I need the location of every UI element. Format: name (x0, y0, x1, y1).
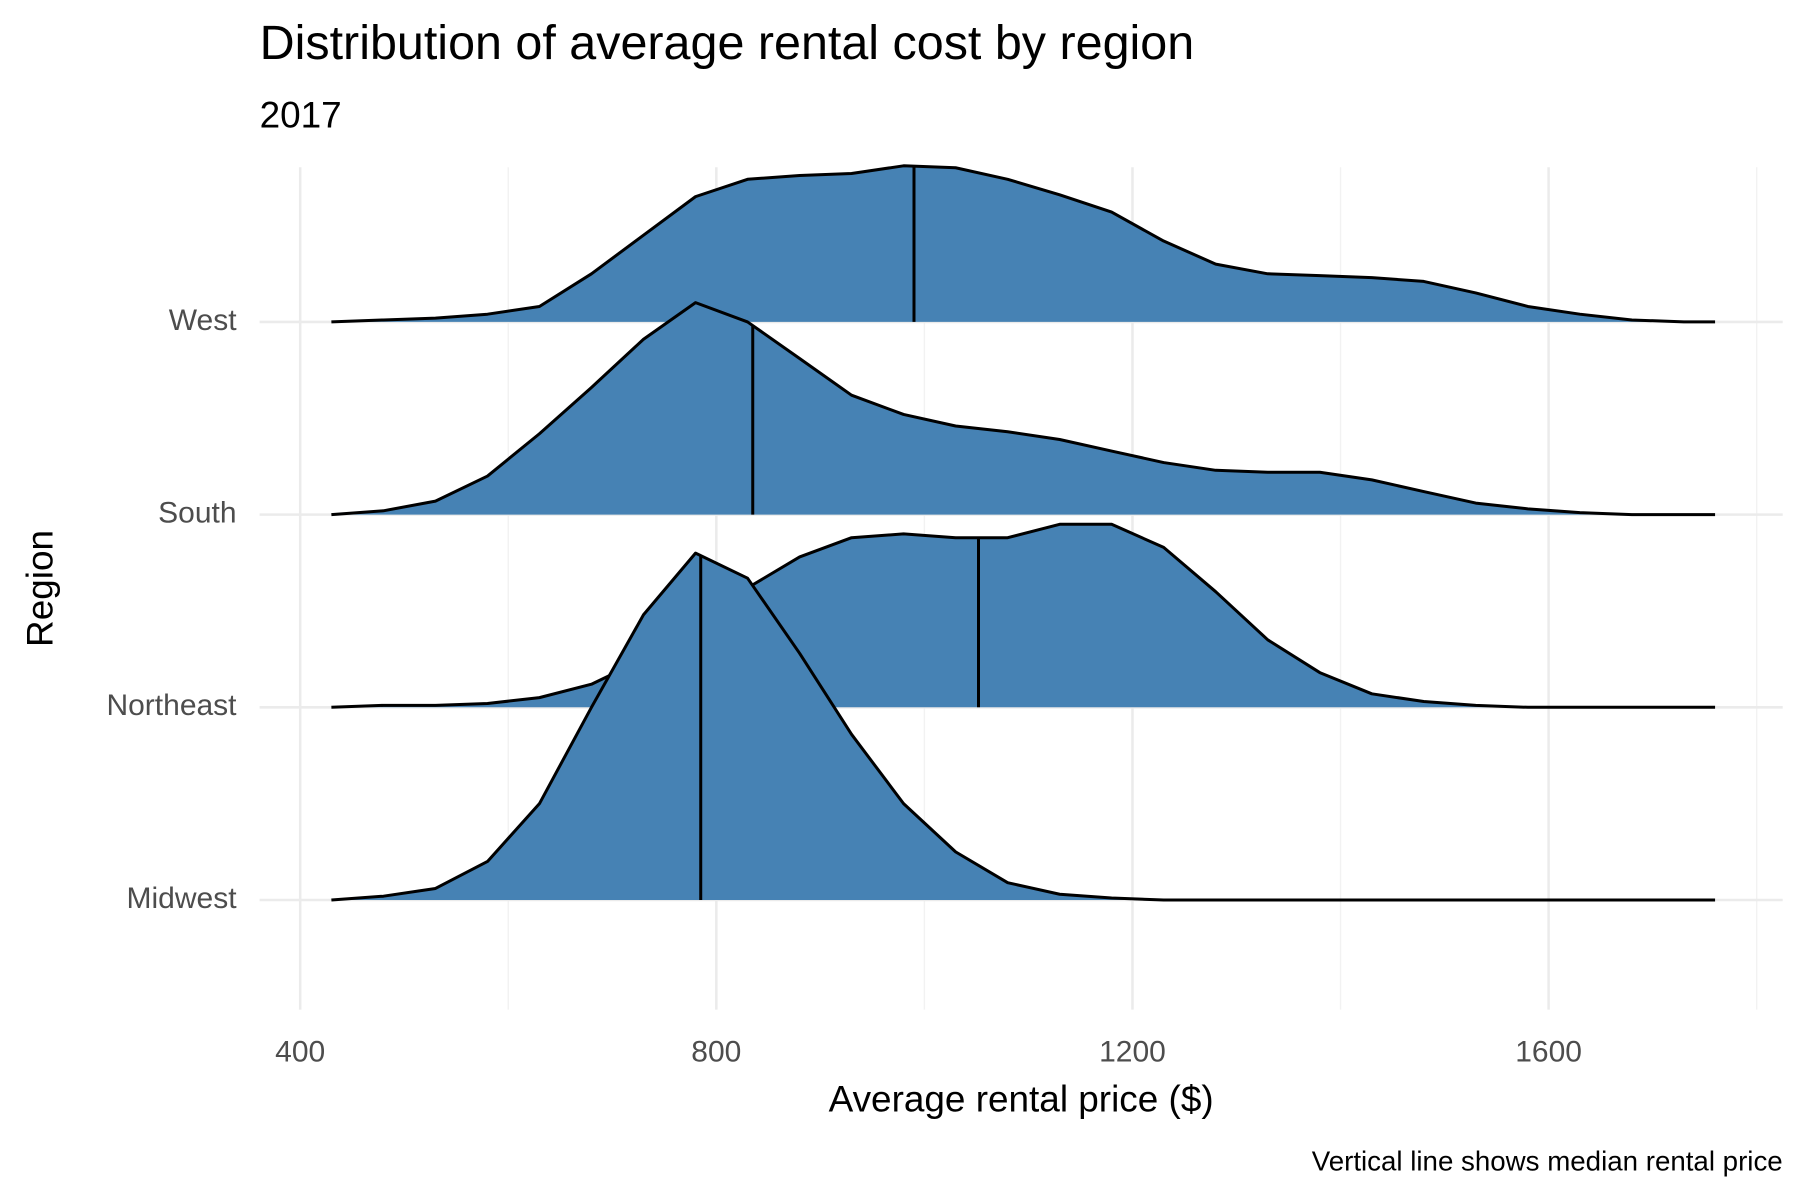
ridge-line (331, 551, 1716, 902)
ridges (331, 164, 1716, 902)
x-tick-label: 1600 (1515, 1035, 1582, 1068)
y-tick-label: Northeast (106, 689, 237, 722)
x-tick-label: 1200 (1099, 1035, 1166, 1068)
ridge-fill (331, 165, 1716, 322)
y-tick-label: West (169, 304, 237, 337)
ridge-fill (331, 553, 1716, 900)
ridge-line (331, 301, 1716, 517)
ridge-fill (331, 524, 1716, 708)
ridge-fill (331, 302, 1716, 515)
caption: Vertical line shows median rental price (1312, 1145, 1783, 1176)
ridge-line (331, 522, 1716, 709)
x-axis-title: Average rental price ($) (829, 1079, 1214, 1120)
x-tick-label: 800 (691, 1035, 741, 1068)
y-axis-title: Region (19, 530, 60, 647)
chart-subtitle: 2017 (260, 94, 342, 135)
chart-title: Distribution of average rental cost by r… (260, 16, 1195, 70)
y-tick-label: South (158, 497, 236, 530)
ridge-line (331, 164, 1716, 324)
y-tick-label: Midwest (127, 882, 238, 915)
x-tick-label: 400 (275, 1035, 325, 1068)
